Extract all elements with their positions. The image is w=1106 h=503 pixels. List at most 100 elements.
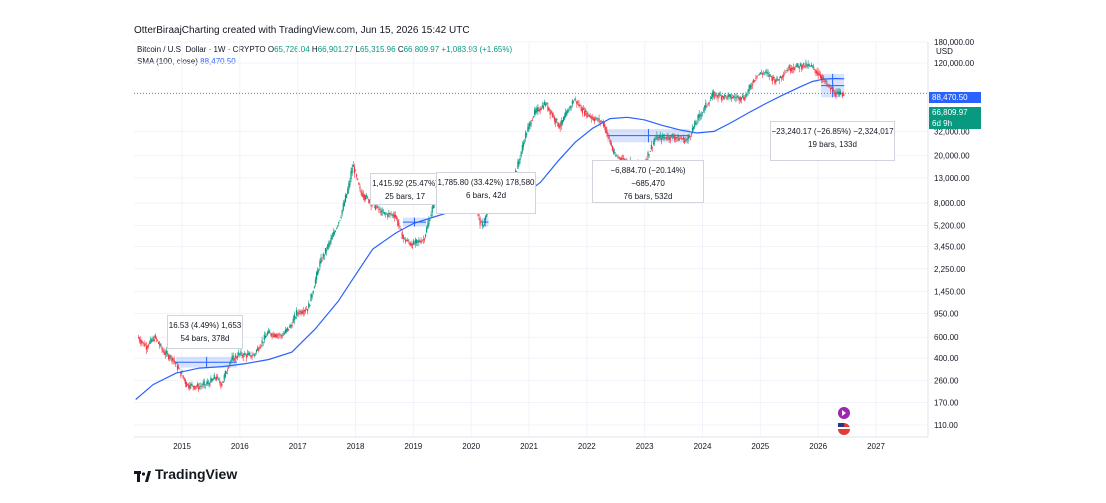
candle-body <box>835 92 837 98</box>
candle-body <box>652 141 655 145</box>
candle-body <box>320 257 322 263</box>
candle-body <box>188 384 190 388</box>
time-tick-label: 2025 <box>751 442 769 451</box>
candle-body <box>517 161 519 169</box>
candle-body <box>411 243 413 249</box>
candle-body <box>234 355 236 358</box>
candle-body <box>576 100 578 105</box>
time-tick-label: 2016 <box>231 442 249 451</box>
indicator-label[interactable]: SMA (100, close) <box>137 57 198 66</box>
candle-body <box>174 361 176 364</box>
candle-body <box>785 72 787 73</box>
candle-body <box>362 193 364 198</box>
candle-body <box>194 386 196 388</box>
price-tick-label: 1,450.00 <box>934 288 966 297</box>
close-value: 66,809.97 <box>403 45 440 54</box>
candle-body <box>676 137 678 138</box>
candle-body <box>648 154 650 155</box>
candle-body <box>221 384 223 385</box>
candle-body <box>211 378 213 382</box>
price-tick-label: 260.00 <box>934 376 959 385</box>
candle-body <box>548 107 550 111</box>
candle-body <box>262 341 264 343</box>
candle-body <box>622 158 625 159</box>
candle-body <box>557 122 559 127</box>
candle-body <box>589 115 591 118</box>
measure-box-5[interactable]: −23,240.17 (−26.85%) −2,324,017 19 bars,… <box>770 121 895 161</box>
candle-body <box>273 334 275 338</box>
candle-body <box>245 355 248 358</box>
candle-body <box>619 157 621 160</box>
symbol-name[interactable]: Bitcoin / U.S. Dollar · 1W · CRYPTO <box>137 45 266 54</box>
candle-body <box>297 312 299 314</box>
candle-body <box>689 135 691 137</box>
price-tick-label: 120,000.00 <box>934 59 975 68</box>
candle-body <box>350 171 352 180</box>
measure-box-1[interactable]: 16.53 (4.49%) 1,653 54 bars, 378d <box>167 315 243 349</box>
close-label: C <box>397 45 404 54</box>
candle-body <box>421 240 423 241</box>
candle-body <box>550 111 552 113</box>
candle-body <box>818 73 820 76</box>
candle-body <box>610 142 612 146</box>
candle-body <box>308 303 310 309</box>
candle-body <box>555 118 557 124</box>
candle-body <box>723 96 725 99</box>
candle-body <box>739 97 741 101</box>
measure-box-3-line1: 1,785.80 (33.42%) 178,580 <box>437 178 535 187</box>
candle-body <box>382 212 384 214</box>
candle-body <box>532 116 535 118</box>
candle-body <box>238 352 240 356</box>
time-axis: 2015 2016 2017 2018 2019 2020 2021 2022 2023 2024… <box>173 442 885 451</box>
candle-body <box>770 76 773 77</box>
candle-body <box>192 385 194 387</box>
candle-body <box>319 261 321 267</box>
candle-body <box>588 114 590 117</box>
candle-body <box>330 237 332 242</box>
candle-body <box>275 334 278 338</box>
tradingview-logo[interactable]: TradingView <box>134 466 237 482</box>
candle-body <box>427 223 429 229</box>
us-flag-icon[interactable] <box>838 423 850 435</box>
price-tick-label: 32,000.00 <box>934 127 970 136</box>
candle-body <box>666 137 668 140</box>
candle-body <box>387 214 389 217</box>
candle-body <box>259 346 261 349</box>
candle-body <box>827 85 829 86</box>
candle-body <box>406 240 408 242</box>
candle-body <box>779 75 781 78</box>
candle-body <box>176 365 179 370</box>
candle-body <box>769 74 771 76</box>
currency-label[interactable]: USD <box>936 47 953 56</box>
measure-box-2-line1: 1,415.92 (25.47%) <box>372 179 438 188</box>
candle-body <box>294 317 297 318</box>
candle-body <box>141 340 143 343</box>
candle-body <box>164 352 166 356</box>
candle-body <box>291 325 293 327</box>
candle-body <box>700 114 702 116</box>
candle-body <box>837 91 839 95</box>
candle-body <box>657 138 659 141</box>
candle-body <box>575 99 577 101</box>
candle-body <box>823 77 825 79</box>
measure-box-3[interactable]: 1,785.80 (33.42%) 178,580 6 bars, 42d <box>436 172 536 214</box>
alert-icon[interactable] <box>838 407 850 419</box>
candle-body <box>315 272 318 280</box>
candle-body <box>568 110 570 112</box>
candle-body <box>205 383 208 385</box>
candle-body <box>760 73 763 75</box>
price-axis: 180,000.00 120,000.00 32,000.00 20,000.00 13… <box>934 38 975 430</box>
candle-body <box>817 72 819 76</box>
candle-body <box>254 353 257 355</box>
candle-body <box>414 239 417 244</box>
candle-body <box>570 106 572 107</box>
measure-box-4[interactable]: −6,884.70 (−20.14%) −685,470 76 bars, 53… <box>592 160 704 203</box>
candle-body <box>816 71 818 74</box>
candle-body <box>842 93 844 97</box>
candle-body <box>744 97 746 101</box>
measure-box-2[interactable]: 1,415.92 (25.47%) 25 bars, 17 <box>370 173 440 205</box>
candle-body <box>734 97 736 98</box>
candle-body <box>331 235 333 240</box>
candle-body <box>705 102 707 108</box>
